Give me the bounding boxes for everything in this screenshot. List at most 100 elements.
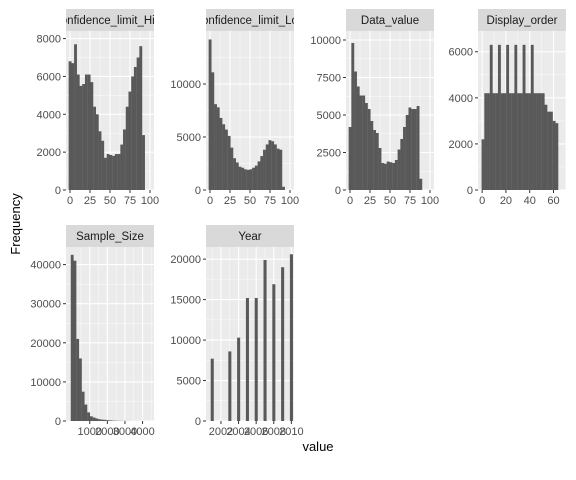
facet-confidence-limit-low: Confidence_limit_Low 0 5000 10000 0 25 50 75 100 [170,9,299,207]
facet-data-value: Data_value 0 2500 5000 7500 10000 0 25 50 75 100 [310,9,439,207]
x-tick-label: 0 [207,195,213,207]
histogram-bar [87,412,90,421]
x-tick-label: 2006 [244,426,268,438]
histogram-bar [268,140,272,190]
histogram-bar [84,74,88,190]
panel-axes: 0 2500 5000 7500 10000 0 25 50 75 100 [310,35,439,207]
histogram-bar [419,178,423,190]
histogram-bar [76,74,80,190]
histogram-bar [216,107,220,190]
histogram-bar [381,163,385,190]
histogram-bar [348,127,352,190]
x-tick-label: 100 [141,195,159,207]
y-tick-label: 10000 [310,35,341,47]
y-tick-label: 0 [335,185,341,197]
y-tick-label: 40000 [30,260,61,272]
histogram-bar [208,39,212,190]
histogram-bar [211,72,215,190]
x-tick-label: 75 [404,195,416,207]
y-tick-label: 7500 [317,73,341,85]
histogram-bar [271,141,275,190]
histogram-bar [104,157,107,190]
histogram-bar [281,267,285,421]
y-tick-label: 5000 [317,110,341,122]
histogram-bar [81,391,85,421]
y-tick-label: 5000 [177,376,201,388]
histogram-bar [222,124,226,190]
histogram-bar [254,165,258,190]
x-tick-label: 25 [224,195,236,207]
histogram-bar [70,254,74,421]
histogram-bar [89,416,93,421]
histogram-bar [263,149,266,190]
y-tick-label: 0 [55,416,61,428]
histogram-bar [219,117,223,190]
facet-year: Year 0 5000 10000 15000 20000 2002200420062008… [170,225,304,438]
histogram-bars [210,254,293,421]
histogram-bar [411,109,415,190]
y-tick-label: 0 [467,185,473,197]
y-tick-label: 8000 [37,34,61,46]
histogram-bar [375,133,379,190]
histogram-bar [84,404,88,421]
histogram-bar [364,103,368,190]
histogram-bar [78,358,82,421]
histogram-bar [273,144,277,190]
histogram-bar [100,419,104,421]
y-tick-label: 2500 [317,148,341,160]
histogram-bar [92,417,96,421]
x-tick-label: 0 [67,195,73,207]
histogram-bar [117,420,121,421]
x-tick-label: 25 [364,195,376,207]
histogram-bar [413,109,417,190]
histogram-bar [82,84,86,190]
histogram-bar [95,114,99,190]
facet-sample-size: Sample_Size 0 10000 20000 30000 40000 10002000… [30,225,155,438]
histogram-bar [408,107,412,190]
histogram-bar [257,161,261,190]
histogram-bar [508,93,512,190]
histogram-bar [133,66,137,190]
histogram-bar [98,419,101,421]
histogram-bar [214,104,217,190]
histogram-bar [224,129,228,190]
histogram-bar [276,148,280,190]
x-tick-label: 20 [500,195,512,207]
histogram-bar [405,115,409,190]
histogram-bar [522,44,526,190]
histogram-bar [141,420,145,421]
histogram-bar [492,93,496,190]
y-tick-label: 10000 [30,377,61,389]
facet-strip-label: Year [238,231,261,243]
histogram-bar [76,338,80,421]
facet-strip-label: Sample_Size [76,231,144,243]
histogram-bar [87,74,91,190]
histogram-bars [208,39,285,190]
histogram-bar [549,111,553,190]
histogram-bar [489,44,493,190]
histogram-bar [117,154,121,190]
facet-strip-label: Display_order [487,15,558,27]
histogram-bar [392,163,396,190]
histogram-bar [227,135,231,190]
histogram-bar [74,44,77,190]
histogram-bar [114,154,118,190]
histogram-bar [98,131,102,190]
facet-strip [478,9,566,31]
histogram-bar [525,93,529,190]
histogram-bar [233,158,236,190]
x-tick-label: 75 [264,195,276,207]
y-tick-label: 6000 [449,47,473,59]
panel-axes: 0 5000 10000 0 25 50 75 100 [170,79,299,207]
histogram-bar [106,154,110,190]
y-tick-label: 4000 [449,93,473,105]
x-tick-label: 4000 [130,426,154,438]
histogram-bar [403,127,406,190]
histogram-bar [241,167,245,190]
histogram-bar [555,123,559,190]
histogram-bar [384,163,387,190]
x-tick-label: 0 [347,195,353,207]
y-tick-label: 0 [55,185,61,197]
